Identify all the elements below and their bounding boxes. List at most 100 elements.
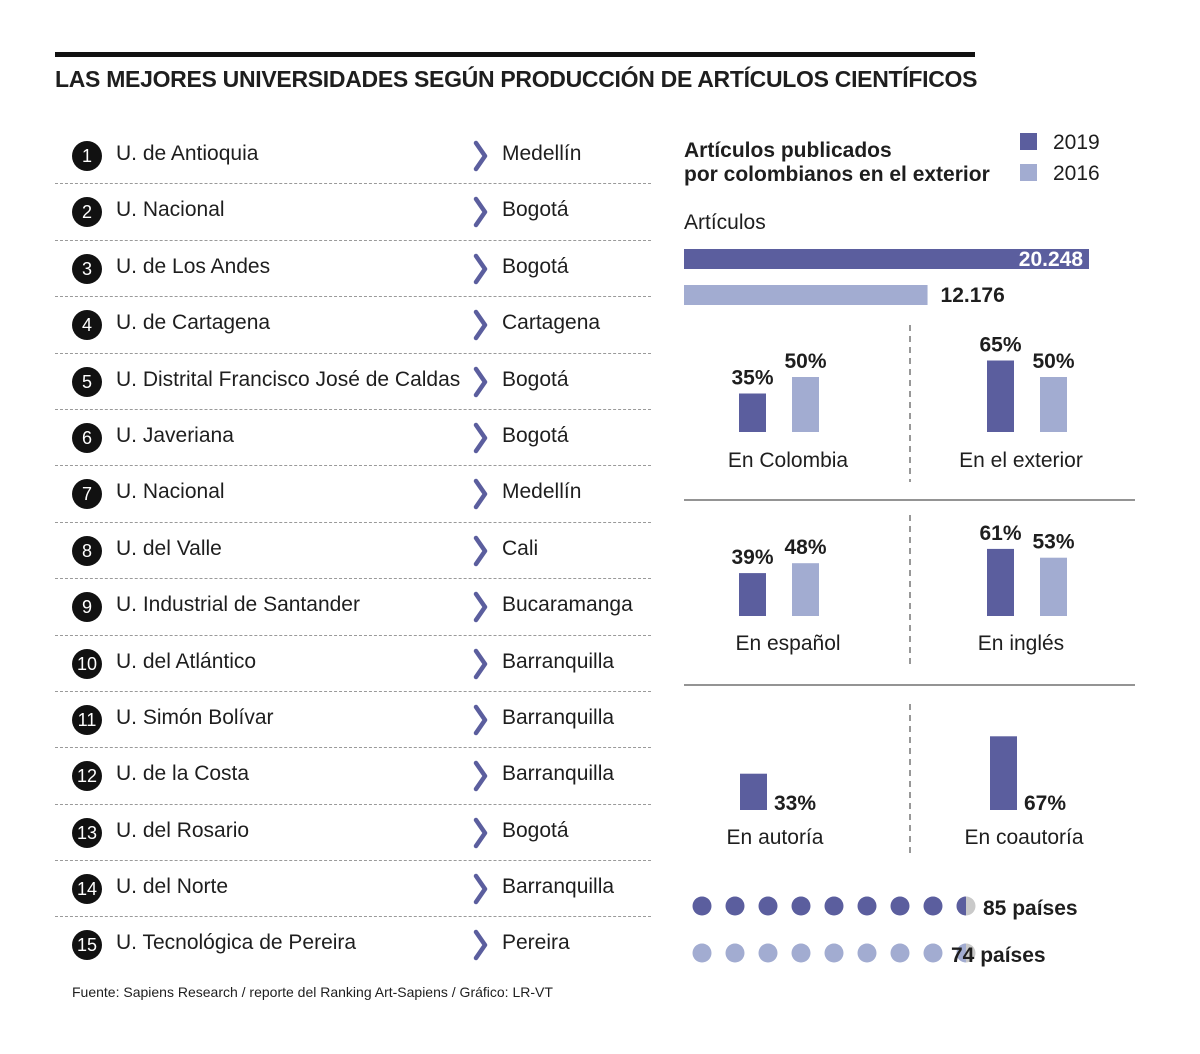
country-dot-partial-fill xyxy=(956,896,966,916)
bar-value-label: 61% xyxy=(979,522,1021,545)
country-dot xyxy=(890,943,910,963)
group-category-label: En el exterior xyxy=(959,449,1083,472)
chevron-right-icon xyxy=(473,253,488,285)
articles-label: Artículos xyxy=(684,211,766,234)
chevron-right-icon xyxy=(473,704,488,736)
articles-bar-2019 xyxy=(684,249,1089,269)
city-name: Bogotá xyxy=(502,198,569,222)
chart-title: Artículos publicados por colombianos en … xyxy=(684,139,990,187)
rank-number-badge: 6 xyxy=(72,422,102,453)
bar-value-label: 39% xyxy=(731,546,773,569)
bar-value-label: 53% xyxy=(1032,531,1074,554)
chevron-right-icon xyxy=(473,591,488,623)
rank-number-badge: 9 xyxy=(72,592,102,623)
chevron-right-icon xyxy=(473,309,488,341)
legend-swatch-2016 xyxy=(1020,164,1037,181)
country-dot xyxy=(725,943,745,963)
legend-label-2016: 2016 xyxy=(1053,162,1100,185)
bar-2019 xyxy=(740,773,767,810)
chevron-right-icon xyxy=(473,648,488,679)
country-dot xyxy=(758,943,778,963)
city-name: Barranquilla xyxy=(502,705,615,729)
ranking-row: 7 U. Nacional Medellín xyxy=(55,466,651,523)
articles-label-2016: 12.176 xyxy=(941,284,1005,307)
rank-number-badge: 11 xyxy=(72,704,102,735)
countries-label: 74 países xyxy=(951,944,1046,967)
university-name: U. Tecnológica de Pereira xyxy=(116,931,357,955)
rank-number-badge: 4 xyxy=(72,310,102,341)
chevron-right-icon xyxy=(473,422,488,454)
rank-number-badge: 1 xyxy=(72,141,102,171)
city-name: Cartagena xyxy=(502,311,601,335)
chart-title-line-1: Artículos publicados xyxy=(684,139,892,162)
bar-value-label: 33% xyxy=(774,792,816,815)
university-name: U. del Atlántico xyxy=(116,649,257,673)
bar-2019 xyxy=(739,573,766,616)
rank-number-badge: 8 xyxy=(72,535,102,566)
city-name: Barranquilla xyxy=(502,649,615,673)
country-dot xyxy=(857,943,877,963)
university-name: U. Industrial de Santander xyxy=(116,593,360,617)
bar-value-label: 65% xyxy=(979,334,1021,357)
university-name: U. Javeriana xyxy=(116,423,234,447)
bar-2016 xyxy=(792,377,819,432)
university-name: U. de la Costa xyxy=(116,762,250,786)
group-category-label: En Colombia xyxy=(728,449,849,472)
chevron-right-icon xyxy=(473,817,488,848)
university-name: U. del Valle xyxy=(116,536,222,560)
source-note: Fuente: Sapiens Research / reporte del R… xyxy=(72,984,553,1000)
group-category-label: En autoría xyxy=(727,826,824,849)
country-dot xyxy=(824,943,844,963)
university-name: U. Nacional xyxy=(116,198,225,222)
country-dot xyxy=(890,896,910,916)
city-name: Bucaramanga xyxy=(502,593,633,617)
city-name: Cali xyxy=(502,536,539,560)
bar-2016 xyxy=(1040,557,1067,616)
university-name: U. de Antioquia xyxy=(116,142,259,165)
ranking-row: 6 U. Javeriana Bogotá xyxy=(55,410,651,467)
rank-number-badge: 13 xyxy=(72,817,102,848)
university-name: U. del Norte xyxy=(116,875,229,899)
rank-number-badge: 14 xyxy=(72,874,102,905)
city-name: Bogotá xyxy=(502,254,569,278)
university-name: U. Distrital Francisco José de Caldas xyxy=(116,367,461,391)
ranking-row: 9 U. Industrial de Santander Bucaramanga xyxy=(55,579,651,636)
rank-number-badge: 2 xyxy=(72,197,102,228)
city-name: Bogotá xyxy=(502,818,569,842)
university-name: U. Nacional xyxy=(116,480,225,504)
ranking-row: 8 U. del Valle Cali xyxy=(55,523,651,580)
articles-bar-2016 xyxy=(684,285,928,305)
university-ranking-list: 1 U. de Antioquia Medellín 2 U. Nacional Bogo… xyxy=(55,128,651,974)
legend-item-2019: 2019 xyxy=(1020,131,1100,155)
articles-label-2019: 20.248 xyxy=(1019,248,1084,271)
countries-label: 85 países xyxy=(983,897,1078,920)
legend-item-2016: 2016 xyxy=(1020,162,1100,186)
country-dot xyxy=(692,943,712,963)
legend-swatch-2019 xyxy=(1020,133,1037,150)
chevron-right-icon xyxy=(473,140,488,172)
country-dot-partial-fill xyxy=(956,943,966,963)
top-rule xyxy=(55,52,975,57)
bar-2016 xyxy=(792,563,819,616)
rank-number-badge: 3 xyxy=(72,253,102,284)
country-dot xyxy=(758,896,778,916)
bar-value-label: 50% xyxy=(1032,350,1074,373)
rank-number-badge: 5 xyxy=(72,366,102,397)
bar-2016 xyxy=(1040,377,1067,432)
city-name: Medellín xyxy=(502,480,582,504)
rank-number-badge: 7 xyxy=(72,479,102,510)
city-name: Medellín xyxy=(502,142,582,165)
city-name: Bogotá xyxy=(502,423,569,447)
country-dot xyxy=(725,896,745,916)
page-title: LAS MEJORES UNIVERSIDADES SEGÚN PRODUCCI… xyxy=(55,66,978,92)
rank-number-badge: 12 xyxy=(72,761,102,792)
city-name: Pereira xyxy=(502,931,570,955)
country-dot xyxy=(791,896,811,916)
rank-number-badge: 15 xyxy=(72,930,102,961)
ranking-row: 4 U. de Cartagena Cartagena xyxy=(55,297,651,354)
bar-value-label: 35% xyxy=(731,367,773,390)
bar-2019 xyxy=(987,548,1014,616)
ranking-row: 10 U. del Atlántico Barranquilla xyxy=(55,636,651,692)
city-name: Bogotá xyxy=(502,367,569,391)
